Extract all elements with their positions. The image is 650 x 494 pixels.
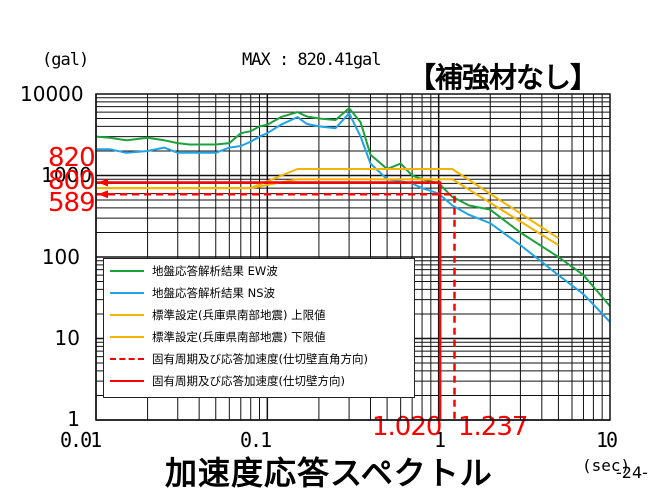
- x-tick-0.01: 0.01: [60, 428, 102, 452]
- condition-title: 【補強材なし】: [408, 61, 598, 94]
- legend-swatch-upper: [110, 314, 144, 316]
- y-tick-10: 10: [54, 326, 80, 350]
- page-number: -24-: [616, 463, 648, 482]
- legend-item-ns: 地盤応答解析結果 NS波: [110, 283, 275, 303]
- legend-swatch-perpendicular: [110, 358, 144, 360]
- y-tick-1000: 1000: [41, 163, 92, 187]
- arrow-icon: [98, 190, 108, 199]
- series-line-3: [96, 178, 559, 246]
- legend-item-ew: 地盤応答解析結果 EW波: [110, 261, 278, 281]
- legend-label: 地盤応答解析結果 NS波: [152, 286, 276, 300]
- x-tick-1: 1: [434, 428, 446, 452]
- x-axis-unit: (sec): [582, 456, 631, 475]
- legend-item-upper: 標準設定(兵庫県南部地震) 上限値: [110, 305, 326, 325]
- chart-title: 加速度応答スペクトル: [165, 454, 493, 492]
- legend-swatch-parallel: [110, 380, 144, 382]
- series-line-4: [96, 192, 456, 420]
- series-line-5: [96, 181, 442, 420]
- y-tick-10000: 10000: [20, 82, 84, 106]
- y-axis-unit: (gal): [42, 50, 89, 70]
- x-tick-10: 10: [596, 428, 618, 452]
- mark-1.237: 1.237: [458, 412, 528, 442]
- legend-swatch-ew: [110, 270, 144, 272]
- series-line-0: [95, 107, 611, 307]
- y-tick-100: 100: [41, 245, 80, 269]
- legend-item-perpendicular: 固有周期及び応答加速度(仕切壁直角方向): [110, 349, 368, 369]
- legend-label: 固有周期及び応答加速度(仕切壁方向): [152, 374, 345, 388]
- legend-swatch-ns: [110, 292, 144, 294]
- mark-800: 800: [48, 166, 96, 196]
- legend-item-lower: 標準設定(兵庫県南部地震) 下限値: [110, 327, 326, 347]
- legend-label: 標準設定(兵庫県南部地震) 下限値: [152, 330, 326, 344]
- x-tick-0.1: 0.1: [240, 428, 272, 452]
- mark-820: 820: [48, 143, 96, 173]
- legend: 地盤応答解析結果 EW波 地盤応答解析結果 NS波 標準設定(兵庫県南部地震) …: [103, 258, 415, 398]
- max-value-label: MAX : 820.41gal: [242, 50, 382, 70]
- legend-swatch-lower: [110, 336, 144, 338]
- y-tick-1: 1: [67, 407, 80, 431]
- curves: [95, 107, 611, 420]
- arrow-icon: [98, 178, 108, 187]
- mark-589: 589: [48, 188, 96, 218]
- legend-item-parallel: 固有周期及び応答加速度(仕切壁方向): [110, 371, 345, 391]
- legend-label: 標準設定(兵庫県南部地震) 上限値: [152, 308, 326, 322]
- series-line-1: [96, 112, 611, 323]
- plot-frame: [95, 93, 611, 421]
- legend-label: 固有周期及び応答加速度(仕切壁直角方向): [152, 352, 368, 366]
- legend-label: 地盤応答解析結果 EW波: [152, 264, 278, 278]
